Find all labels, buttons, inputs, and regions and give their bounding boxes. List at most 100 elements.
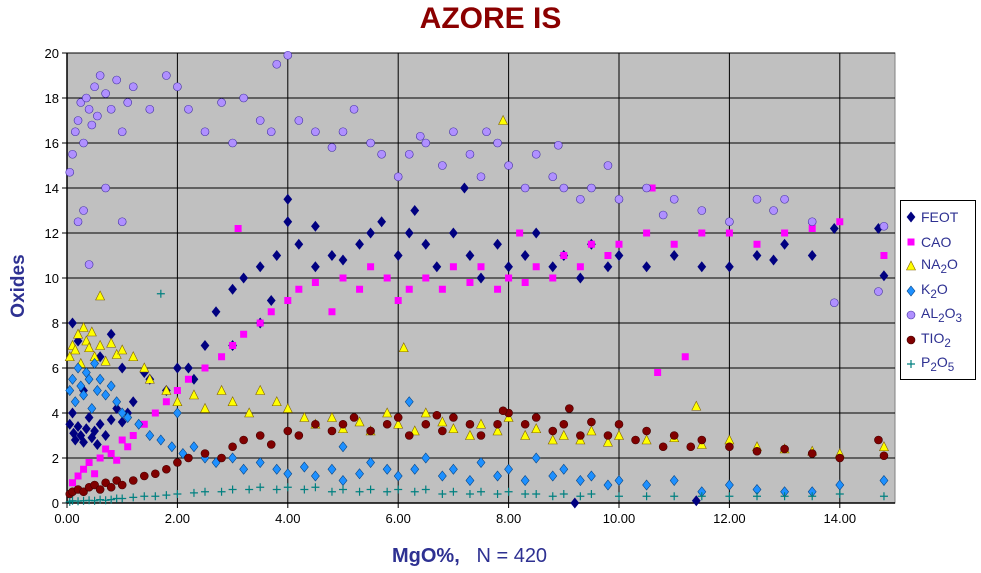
data-point-p2o5 xyxy=(311,483,320,492)
legend-marker xyxy=(906,310,916,320)
data-point-k2o xyxy=(355,468,364,480)
data-point-cao xyxy=(753,240,761,248)
data-point-tio2 xyxy=(669,431,679,440)
data-point-na2o xyxy=(437,416,448,427)
data-point-al2o3 xyxy=(548,172,558,182)
data-point-na2o xyxy=(81,335,92,346)
data-point-cao xyxy=(85,459,93,466)
data-point-na2o xyxy=(354,416,365,427)
legend-label: P2O5 xyxy=(921,354,955,374)
legend-label: NA2O xyxy=(921,256,958,276)
data-point-al2o3 xyxy=(603,161,613,170)
data-point-cao xyxy=(356,285,364,293)
data-point-al2o3 xyxy=(266,127,276,137)
data-point-feot xyxy=(255,261,265,273)
data-point-cao xyxy=(124,443,132,451)
data-point-feot xyxy=(81,423,91,435)
data-point-tio2 xyxy=(421,419,431,429)
x-tick-label: 0.00 xyxy=(54,511,79,526)
data-point-feot xyxy=(228,283,237,295)
data-point-feot xyxy=(239,272,249,284)
data-point-k2o xyxy=(70,396,80,408)
data-point-tio2 xyxy=(173,458,182,467)
data-point-al2o3 xyxy=(106,104,116,114)
legend-item-na2o: NA2O xyxy=(905,254,958,278)
data-point-tio2 xyxy=(239,435,248,445)
data-point-al2o3 xyxy=(879,221,889,231)
data-point-cao xyxy=(240,330,248,338)
data-point-k2o xyxy=(228,452,237,464)
data-point-cao xyxy=(880,252,888,259)
data-point-tio2 xyxy=(139,471,149,481)
data-point-p2o5 xyxy=(173,490,182,498)
data-point-al2o3 xyxy=(65,167,75,177)
data-point-k2o xyxy=(311,470,320,482)
data-point-cao xyxy=(560,252,568,259)
data-point-p2o5 xyxy=(642,492,651,501)
data-point-p2o5 xyxy=(189,488,198,497)
data-point-feot xyxy=(807,250,817,261)
data-point-tio2 xyxy=(493,419,502,429)
legend-item-al2o3: AL2O3 xyxy=(905,303,962,327)
data-point-tio2 xyxy=(465,419,475,429)
data-point-na2o xyxy=(271,396,282,407)
data-point-tio2 xyxy=(404,431,414,440)
data-point-cao xyxy=(383,274,391,282)
data-point-feot xyxy=(691,495,701,507)
data-point-feot xyxy=(272,250,282,261)
data-point-k2o xyxy=(725,479,734,491)
data-point-al2o3 xyxy=(449,127,458,137)
data-point-tio2 xyxy=(112,476,121,485)
data-point-k2o xyxy=(587,470,596,482)
data-point-tio2 xyxy=(327,426,337,436)
data-point-p2o5 xyxy=(780,492,789,501)
data-point-feot xyxy=(603,261,613,273)
data-point-feot xyxy=(769,254,778,266)
data-point-cao xyxy=(256,319,264,327)
data-point-feot xyxy=(311,261,320,273)
data-point-p2o5 xyxy=(615,492,623,501)
data-point-cao xyxy=(725,229,733,237)
data-point-al2o3 xyxy=(476,172,486,182)
data-point-al2o3 xyxy=(752,194,762,204)
y-tick-label: 8 xyxy=(52,316,59,331)
data-point-k2o xyxy=(84,373,94,385)
data-point-cao xyxy=(69,479,77,487)
data-point-na2o xyxy=(299,411,310,422)
data-point-k2o xyxy=(76,380,86,392)
data-point-tio2 xyxy=(631,435,640,445)
data-point-feot xyxy=(493,238,502,250)
data-point-al2o3 xyxy=(128,82,138,92)
data-point-feot xyxy=(879,270,889,282)
data-point-tio2 xyxy=(393,413,403,422)
data-point-k2o xyxy=(410,463,420,475)
data-point-cao xyxy=(422,274,430,282)
data-point-na2o xyxy=(547,434,558,445)
data-point-al2o3 xyxy=(504,161,513,170)
data-point-na2o xyxy=(227,396,238,407)
data-point-k2o xyxy=(504,463,513,475)
data-point-p2o5 xyxy=(151,492,160,501)
legend-label: TIO2 xyxy=(921,329,951,350)
x-axis-label: MgO%, N = 420 xyxy=(392,545,547,568)
data-point-k2o xyxy=(90,358,99,369)
data-point-tio2 xyxy=(184,453,193,463)
data-point-cao xyxy=(328,308,336,316)
data-point-cao xyxy=(670,240,678,248)
data-point-na2o xyxy=(70,344,81,355)
data-point-tio2 xyxy=(587,417,596,427)
data-point-na2o xyxy=(172,396,183,407)
data-point-feot xyxy=(311,220,320,232)
legend-marker-icon xyxy=(906,285,916,296)
data-point-feot xyxy=(404,227,414,239)
data-point-al2o3 xyxy=(366,138,375,148)
data-point-al2o3 xyxy=(377,149,386,159)
data-point-na2o xyxy=(393,418,404,429)
x-tick-label: 8.00 xyxy=(496,511,521,526)
data-point-al2o3 xyxy=(112,75,121,85)
data-point-feot xyxy=(531,227,541,239)
data-point-k2o xyxy=(548,470,558,482)
data-point-p2o5 xyxy=(272,485,281,494)
data-point-k2o xyxy=(879,475,889,486)
data-point-k2o xyxy=(112,396,122,408)
